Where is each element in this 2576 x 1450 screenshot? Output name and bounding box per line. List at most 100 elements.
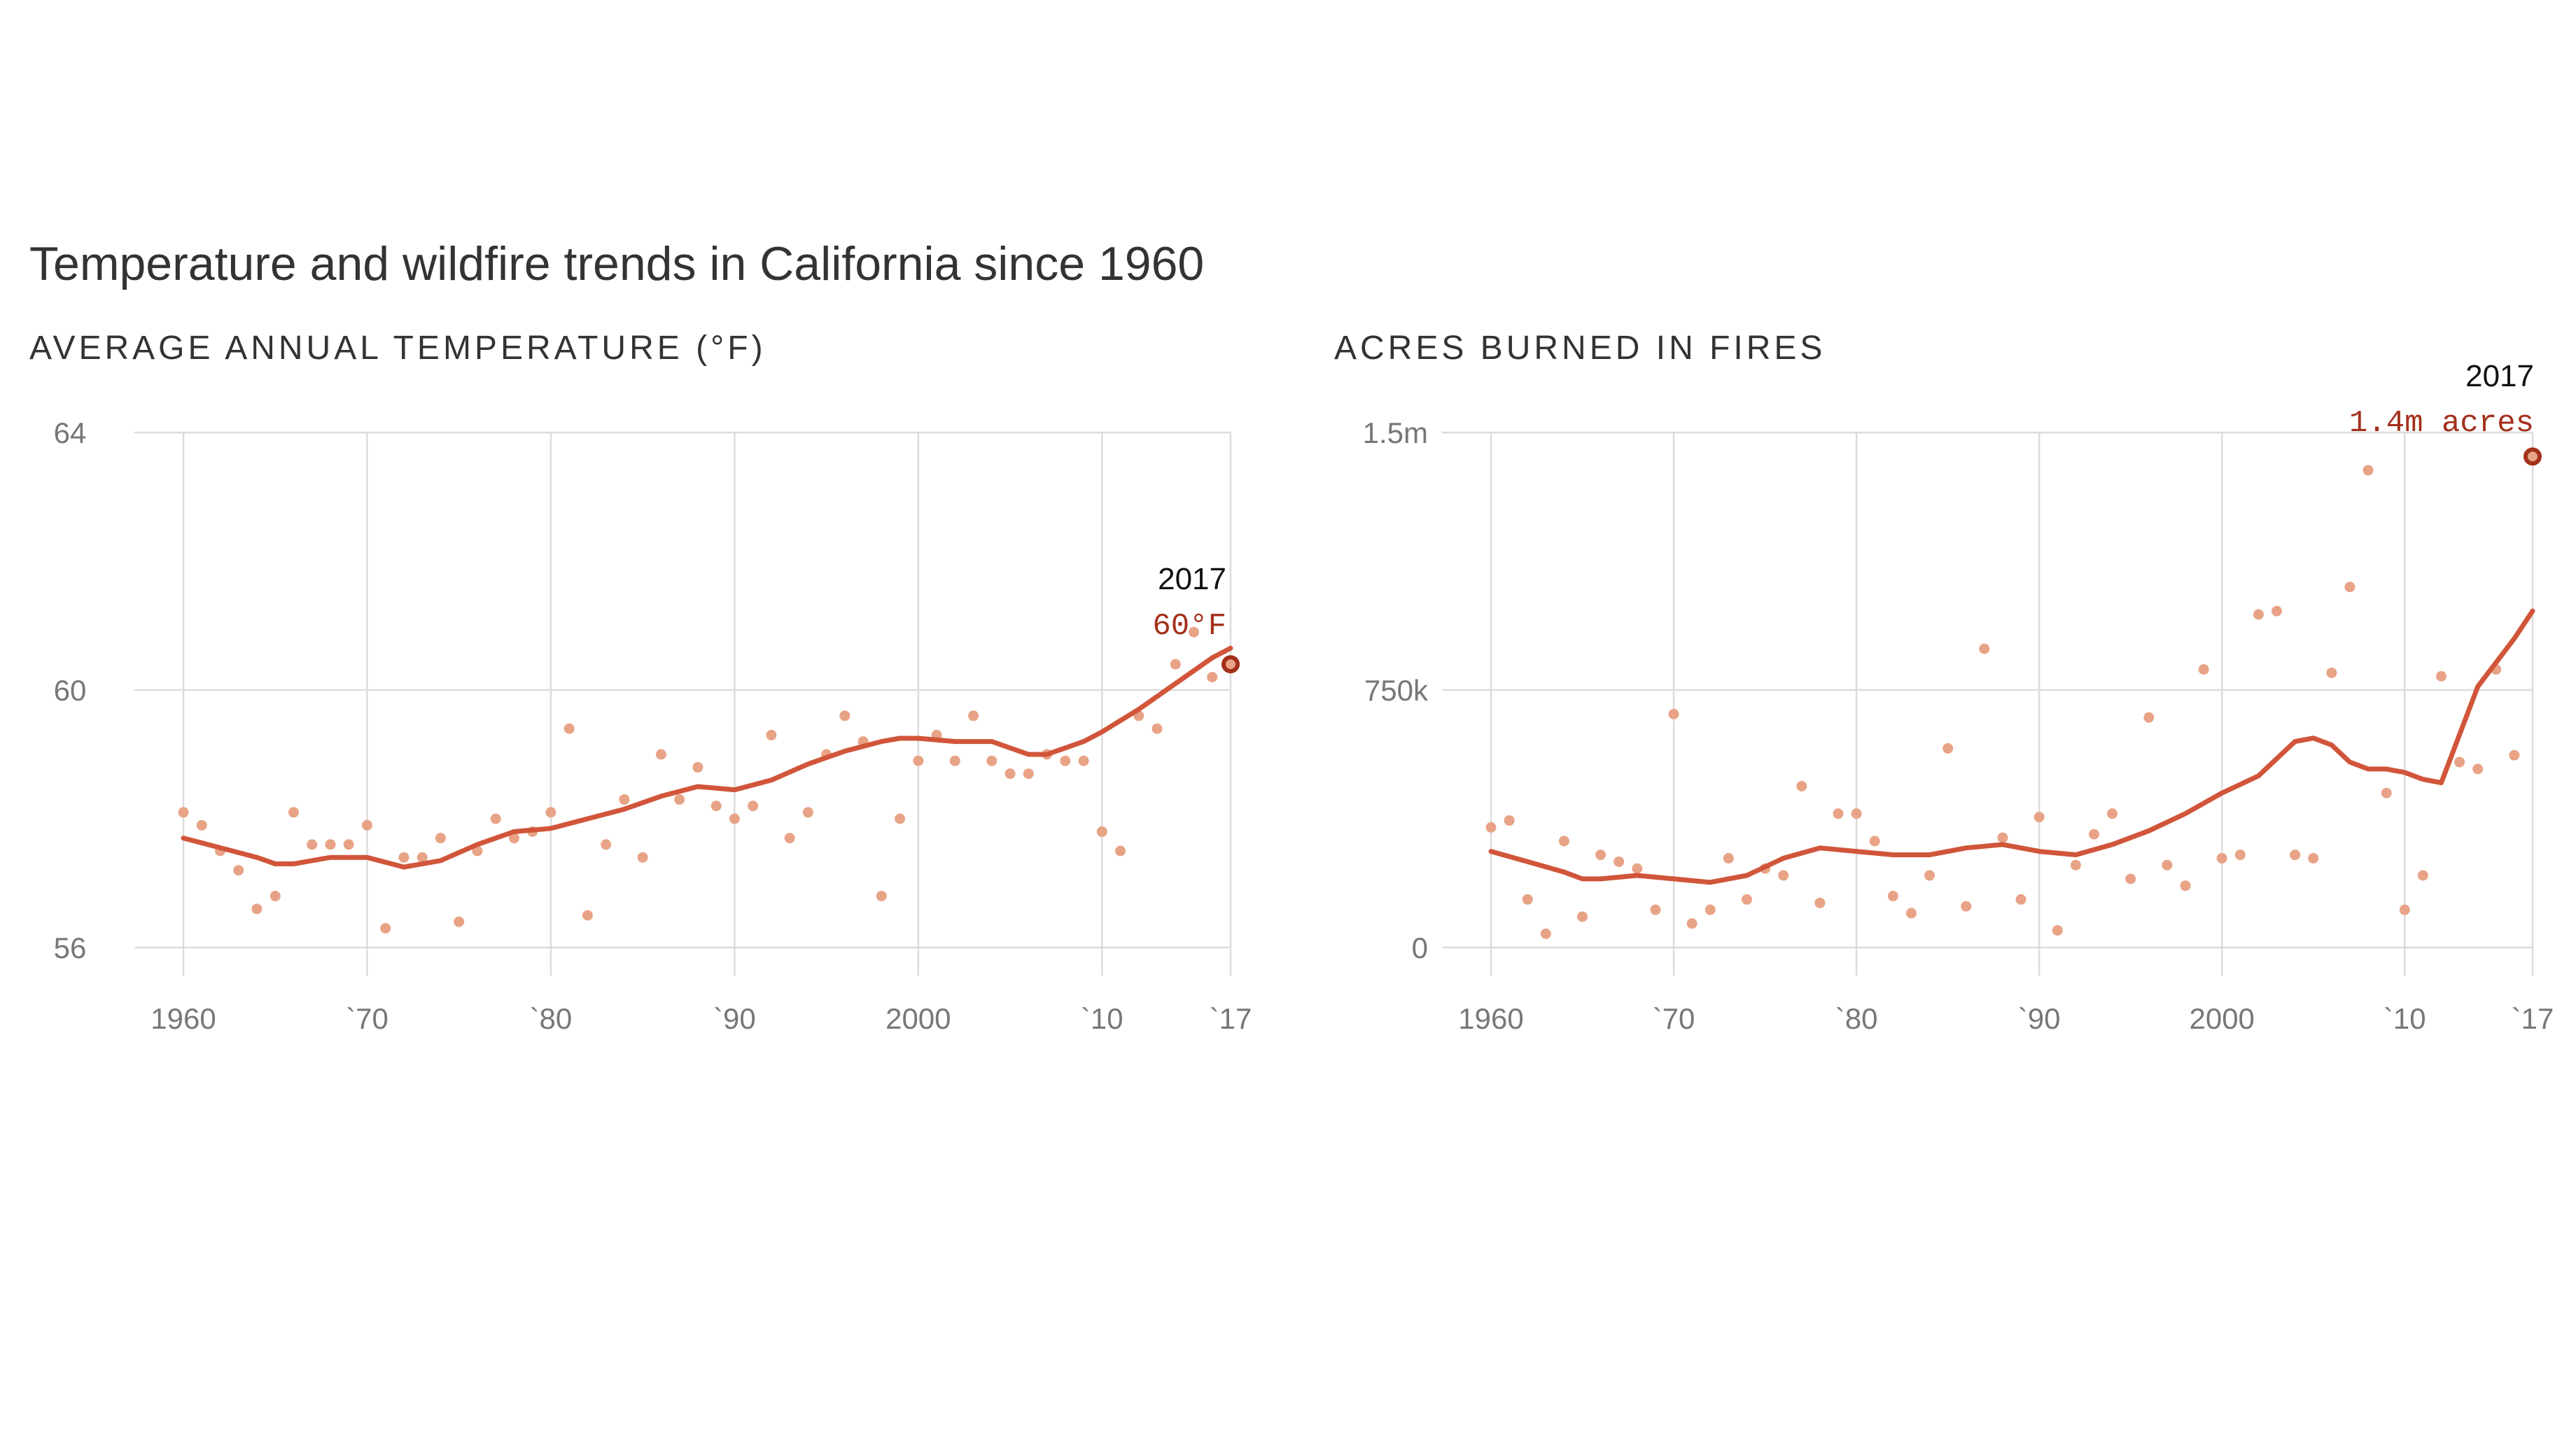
wildfire-data-point bbox=[2216, 852, 2227, 864]
chart-title: Temperature and wildfire trends in Calif… bbox=[29, 237, 1205, 290]
temperature-data-point bbox=[1004, 768, 1016, 780]
temperature-data-point bbox=[454, 916, 465, 927]
wildfire-data-point bbox=[2033, 812, 2045, 823]
temperature-x-tick-label: `90 bbox=[713, 1002, 756, 1035]
temperature-data-point bbox=[766, 729, 777, 740]
wildfire-data-point bbox=[2308, 852, 2319, 864]
temperature-data-point bbox=[361, 819, 372, 831]
wildfire-trend-line bbox=[1488, 608, 2535, 885]
wildfire-data-point bbox=[1869, 836, 1880, 847]
wildfire-data-point bbox=[1686, 918, 1698, 929]
wildfire-data-point bbox=[2362, 465, 2374, 476]
temperature-data-point bbox=[307, 839, 318, 850]
temperature-data-point bbox=[601, 839, 612, 850]
wildfire-data-point bbox=[1577, 911, 1588, 922]
temperature-data-point bbox=[178, 807, 189, 818]
wildfire-data-point bbox=[2088, 829, 2099, 840]
temperature-x-tick-label: `17 bbox=[1210, 1002, 1252, 1035]
temperature-data-point bbox=[490, 813, 501, 824]
wildfire-data-point bbox=[1485, 822, 1497, 833]
temperature-panel: AVERAGE ANNUAL TEMPERATURE (°F) 56 60 64 19… bbox=[0, 329, 1295, 1071]
temperature-data-point bbox=[196, 819, 207, 831]
wildfire-data-point bbox=[1778, 870, 1789, 881]
wildfire-panel: ACRES BURNED IN FIRES 0 750k 1.5m 1960 `70 `8… bbox=[1309, 329, 2576, 1071]
wildfire-data-point bbox=[1614, 856, 1625, 867]
temperature-x-tick-label: 2000 bbox=[886, 1002, 951, 1035]
wildfire-data-point bbox=[1540, 928, 1551, 939]
wildfire-x-tick-label: `17 bbox=[2512, 1002, 2554, 1035]
temperature-x-tick-label: `70 bbox=[346, 1002, 388, 1035]
wildfire-data-point bbox=[1704, 904, 1716, 915]
temperature-y-tick-label: 60 bbox=[54, 674, 87, 707]
wildfire-x-tick-label: `90 bbox=[2018, 1002, 2061, 1035]
temperature-data-point bbox=[233, 865, 244, 876]
wildfire-data-point bbox=[2399, 904, 2410, 915]
wildfire-data-point bbox=[1796, 780, 1807, 791]
temperature-data-point bbox=[913, 755, 924, 766]
wildfire-data-point bbox=[2052, 924, 2063, 936]
wildfire-data-point bbox=[1595, 850, 1606, 861]
wildfire-data-point bbox=[2344, 582, 2356, 593]
temperature-data-point bbox=[325, 839, 336, 850]
temperature-data-point bbox=[655, 749, 666, 760]
temperature-data-point bbox=[1115, 845, 1126, 857]
wildfire-y-tick-label: 750k bbox=[1364, 674, 1429, 707]
temperature-y-tick-label: 64 bbox=[54, 416, 87, 449]
wildfire-data-point bbox=[2162, 859, 2173, 871]
wildfire-data-point bbox=[1979, 643, 1990, 654]
temperature-data-point bbox=[398, 852, 410, 863]
wildfire-data-point bbox=[2272, 605, 2283, 617]
temperature-data-point bbox=[270, 890, 281, 901]
wildfire-data-point bbox=[2435, 670, 2446, 682]
temperature-data-point bbox=[637, 852, 648, 863]
temperature-data-point bbox=[564, 723, 575, 734]
wildfire-highlight-point bbox=[2524, 447, 2542, 466]
wildfire-data-point bbox=[2143, 712, 2155, 723]
wildfire-data-point bbox=[1632, 863, 1643, 874]
wildfire-data-point bbox=[1741, 894, 1752, 905]
temperature-data-point bbox=[748, 801, 759, 812]
wildfire-data-point bbox=[2234, 850, 2246, 861]
temperature-trend-line bbox=[181, 645, 1233, 870]
temperature-data-point bbox=[435, 833, 446, 844]
wildfire-data-point bbox=[2290, 850, 2301, 861]
temperature-data-point bbox=[802, 807, 813, 818]
wildfire-x-tick-label: 2000 bbox=[2189, 1002, 2254, 1035]
wildfire-data-point bbox=[1942, 742, 1954, 754]
temperature-data-point bbox=[582, 910, 593, 921]
wildfire-chart: 0 750k 1.5m 1960 `70 `80 `90 2000 `10 `17 2017 1.4m… bbox=[1363, 359, 2554, 1035]
wildfire-x-tick-label: `70 bbox=[1653, 1002, 1695, 1035]
temperature-data-point bbox=[876, 890, 887, 901]
wildfire-data-point bbox=[1887, 890, 1898, 901]
wildfire-data-point bbox=[1668, 708, 1679, 719]
temperature-data-point bbox=[416, 852, 428, 863]
temperature-data-point bbox=[1170, 659, 1181, 670]
temperature-x-tick-label: 1960 bbox=[150, 1002, 216, 1035]
wildfire-data-point bbox=[1851, 808, 1862, 819]
temperature-data-point bbox=[343, 839, 354, 850]
wildfire-data-point bbox=[2454, 756, 2465, 768]
wildfire-chart-title: ACRES BURNED IN FIRES bbox=[1334, 330, 1826, 367]
temperature-data-point bbox=[1078, 755, 1089, 766]
temperature-data-point bbox=[968, 710, 979, 722]
temperature-data-point bbox=[288, 807, 299, 818]
wildfire-data-point bbox=[1522, 894, 1533, 905]
wildfire-data-point bbox=[2417, 870, 2428, 881]
wildfire-y-tick-label: 1.5m bbox=[1363, 416, 1428, 449]
temperature-data-point bbox=[380, 922, 391, 934]
temperature-data-point bbox=[1060, 755, 1071, 766]
temperature-data-point bbox=[545, 807, 556, 818]
wildfire-data-point bbox=[2070, 859, 2081, 871]
temperature-data-point bbox=[1096, 826, 1107, 837]
temperature-annotation-value: 60°F bbox=[1152, 609, 1226, 644]
wildfire-data-point bbox=[1504, 815, 1515, 826]
temperature-chart-title: AVERAGE ANNUAL TEMPERATURE (°F) bbox=[29, 330, 766, 367]
wildfire-data-point bbox=[2107, 808, 2118, 819]
wildfire-data-point bbox=[2381, 787, 2392, 798]
wildfire-data-point bbox=[1814, 897, 1826, 908]
wildfire-data-point bbox=[1833, 808, 1844, 819]
temperature-data-point bbox=[1189, 626, 1200, 638]
temperature-data-point bbox=[839, 710, 850, 722]
temperature-data-point bbox=[674, 794, 685, 805]
temperature-highlight-point bbox=[1222, 655, 1240, 674]
